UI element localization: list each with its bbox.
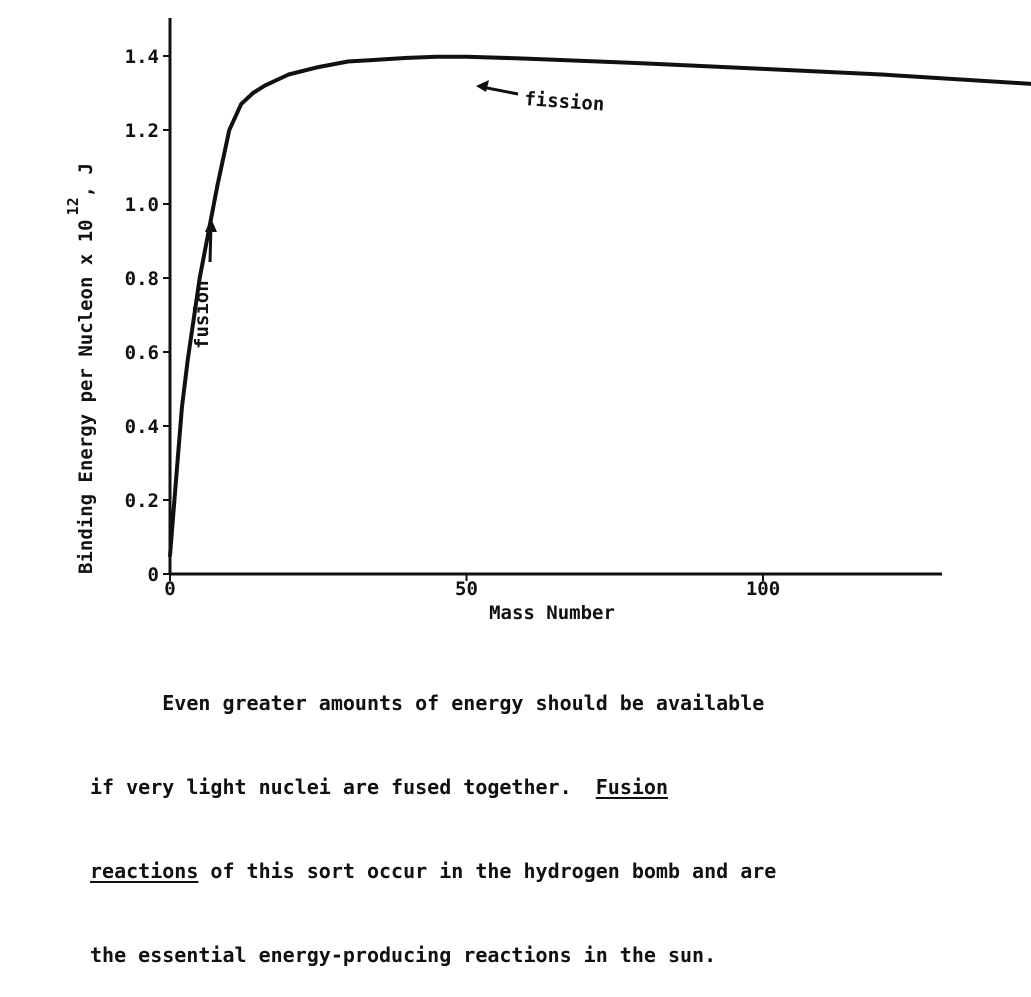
caption-line-4: the essential energy-producing reactions… [90,943,717,967]
fission-arrow-shaft [481,85,519,96]
y-tick-label: 0.2 [125,490,159,512]
caption-line-1: Even greater amounts of energy should be… [90,691,765,715]
x-axis-ticks: 050100150200250 [164,574,780,600]
caption-term-reactions: reactions [90,859,199,883]
caption-line-3: reactions of this sort occur in the hydr… [90,857,990,885]
caption-term-fusion: Fusion [595,775,668,799]
binding-energy-chart: 050100150200250 00.20.40.60.81.01.21.4 M… [64,18,1031,624]
x-tick-label: 100 [746,578,780,600]
figure-caption: Even greater amounts of energy should be… [90,633,990,997]
x-tick-label: 0 [164,578,175,600]
fusion-arrow-head [205,218,217,232]
fission-arrow-head [476,80,489,92]
y-axis-title-exponent: 12 [64,197,82,215]
y-tick-label: 0 [148,564,159,586]
fusion-label: fusion [191,280,213,349]
y-axis-title: Binding Energy per Nucleon x 10 12, J [64,163,97,574]
y-axis-ticks: 0 0.2 0.4 0.6 0.8 1.0 1.2 1.4 [125,46,170,586]
fission-label: fission [524,88,605,116]
y-tick-label: 1.2 [125,120,159,142]
y-axis-title-main: Binding Energy per Nucleon x 10 [75,219,97,574]
x-tick-label: 50 [455,578,478,600]
svg-text:Binding Energy per Nucleon x 1: Binding Energy per Nucleon x 10 12, J [64,163,97,574]
y-tick-label: 1.0 [125,194,159,216]
caption-line-2-text: if very light nuclei are fused together. [90,775,596,799]
caption-line-3-text: of this sort occur in the hydrogen bomb … [198,859,777,883]
y-tick-label: 0.8 [125,268,159,290]
y-tick-label: 0.4 [125,416,159,438]
axes [168,18,942,576]
binding-energy-curve [168,54,1031,558]
y-tick-label: 1.4 [125,46,159,68]
series-layer [168,54,1031,558]
y-axis-title-unit: , J [75,163,97,197]
annotations: fission fusion [191,80,605,349]
x-axis-title: Mass Number [489,602,615,624]
caption-line-2: if very light nuclei are fused together.… [90,773,990,801]
y-tick-label: 0.6 [125,342,159,364]
